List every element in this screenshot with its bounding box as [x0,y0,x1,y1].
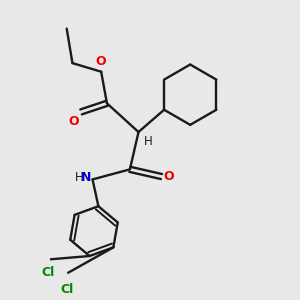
Text: Cl: Cl [41,266,55,279]
Text: O: O [96,55,106,68]
Text: Cl: Cl [60,283,73,296]
Text: N: N [81,171,91,184]
Text: O: O [68,116,79,128]
Text: O: O [164,170,174,183]
Text: H: H [75,171,83,184]
Text: H: H [144,135,152,148]
